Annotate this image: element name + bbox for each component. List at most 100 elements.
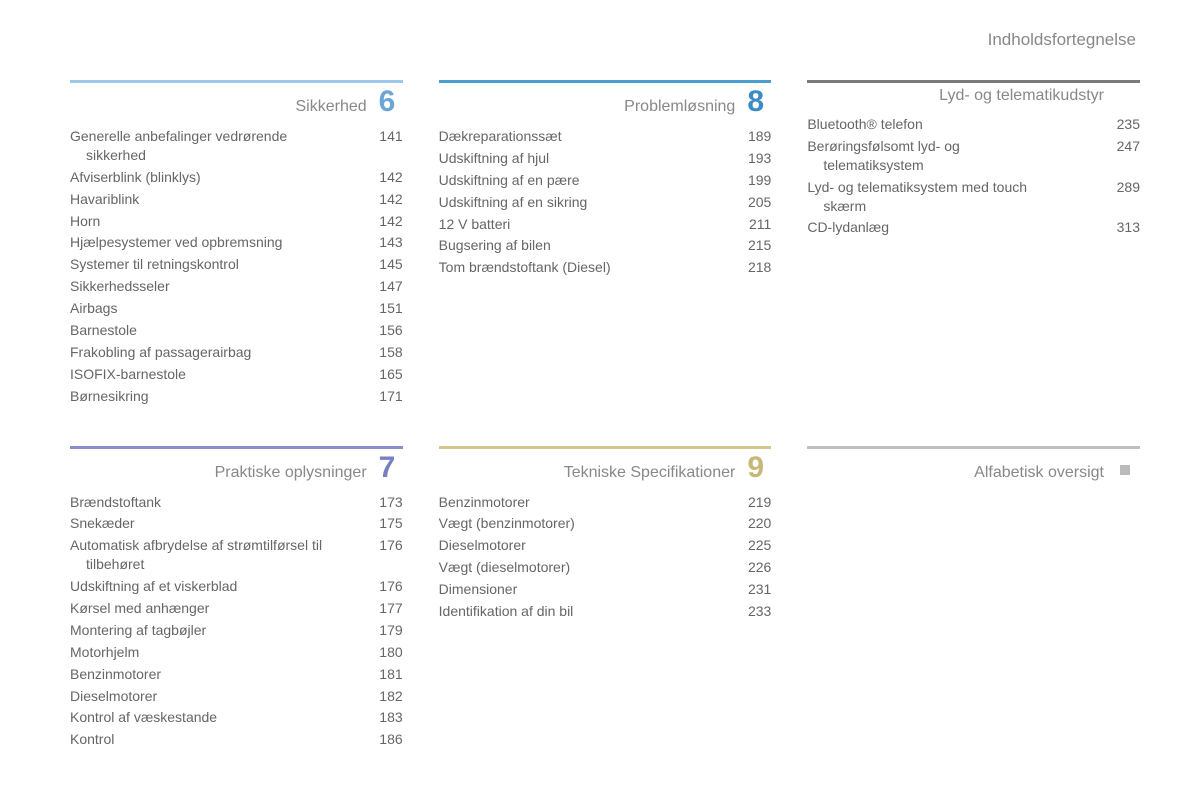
section-number (1116, 453, 1140, 483)
toc-entry[interactable]: Kørsel med anhænger177 (70, 599, 403, 618)
toc-entry[interactable]: Bluetooth® telefon235 (807, 115, 1140, 134)
entry-label: Airbags (70, 299, 361, 318)
entry-page: 235 (1098, 115, 1140, 134)
entry-label: Systemer til retningskontrol (70, 255, 361, 274)
toc-entry[interactable]: Identifikation af din bil233 (439, 602, 772, 621)
section-title: Sikkerhed (70, 98, 367, 116)
toc-entry[interactable]: Vægt (dieselmotorer)226 (439, 558, 772, 577)
toc-entry[interactable]: Montering af tagbøjler179 (70, 621, 403, 640)
toc-section-problemlosning: Problemløsning8Dækreparationssæt189Udski… (439, 80, 772, 406)
toc-entry[interactable]: Afviserblink (blinklys)142 (70, 168, 403, 187)
entry-page: 186 (361, 730, 403, 749)
toc-entry[interactable]: Berøringsfølsomt lyd- ogtelematiksystem2… (807, 137, 1140, 175)
toc-entry[interactable]: Kontrol186 (70, 730, 403, 749)
toc-grid: Sikkerhed6Generelle anbefalinger vedrøre… (70, 80, 1140, 749)
entry-label: Kontrol af væskestande (70, 708, 361, 727)
entry-page: 179 (361, 621, 403, 640)
toc-entry[interactable]: Generelle anbefalinger vedrørendesikkerh… (70, 127, 403, 165)
entry-label: Horn (70, 212, 361, 231)
section-header: Alfabetisk oversigt (807, 446, 1140, 483)
entries-list: Benzinmotorer219 Vægt (benzinmotorer)220 D… (439, 493, 772, 621)
entry-label: Identifikation af din bil (439, 602, 730, 621)
toc-entry[interactable]: Dieselmotorer225 (439, 536, 772, 555)
entry-label: 12 V batteri (439, 215, 730, 234)
section-title: Lyd- og telematikudstyr (807, 87, 1104, 105)
toc-entry[interactable]: Sikkerhedsseler147 (70, 277, 403, 296)
entry-label: Lyd- og telematiksystem med touchskærm (807, 178, 1098, 216)
entry-page: 175 (361, 514, 403, 533)
entry-label: Vægt (benzinmotorer) (439, 514, 730, 533)
entry-label: Børnesikring (70, 387, 361, 406)
toc-entry[interactable]: Horn142 (70, 212, 403, 231)
toc-entry[interactable]: Tom brændstoftank (Diesel)218 (439, 258, 772, 277)
toc-entry[interactable]: Motorhjelm180 (70, 643, 403, 662)
toc-entry[interactable]: Udskiftning af hjul193 (439, 149, 772, 168)
entry-page: 313 (1098, 218, 1140, 237)
entry-label: Montering af tagbøjler (70, 621, 361, 640)
entry-page: 176 (361, 536, 403, 555)
toc-entry[interactable]: CD-lydanlæg313 (807, 218, 1140, 237)
entry-page: 177 (361, 599, 403, 618)
entry-page: 141 (361, 127, 403, 146)
entry-label: Havariblink (70, 190, 361, 209)
entry-label: Snekæder (70, 514, 361, 533)
toc-entry[interactable]: Benzinmotorer219 (439, 493, 772, 512)
entry-page: 289 (1098, 178, 1140, 197)
entry-label: Udskiftning af et viskerblad (70, 577, 361, 596)
entry-label: Dieselmotorer (70, 687, 361, 706)
entry-page: 180 (361, 643, 403, 662)
toc-entry[interactable]: ISOFIX-barnestole165 (70, 365, 403, 384)
toc-entry[interactable]: Dækreparationssæt189 (439, 127, 772, 146)
entry-label: Kontrol (70, 730, 361, 749)
section-number: 7 (379, 453, 403, 483)
entry-label: CD-lydanlæg (807, 218, 1098, 237)
toc-entry[interactable]: Benzinmotorer181 (70, 665, 403, 684)
toc-entry[interactable]: Havariblink142 (70, 190, 403, 209)
toc-entry[interactable]: Brændstoftank173 (70, 493, 403, 512)
entry-label: Tom brændstoftank (Diesel) (439, 258, 730, 277)
entry-label: ISOFIX-barnestole (70, 365, 361, 384)
toc-entry[interactable]: Systemer til retningskontrol145 (70, 255, 403, 274)
entry-page: 156 (361, 321, 403, 340)
entry-page: 151 (361, 299, 403, 318)
toc-entry[interactable]: Udskiftning af en pære199 (439, 171, 772, 190)
toc-entry[interactable]: Hjælpesystemer ved opbremsning143 (70, 233, 403, 252)
toc-entry[interactable]: 12 V batteri211 (439, 215, 772, 234)
toc-entry[interactable]: Vægt (benzinmotorer)220 (439, 514, 772, 533)
toc-entry[interactable]: Bugsering af bilen215 (439, 236, 772, 255)
entry-page: 173 (361, 493, 403, 512)
toc-entry[interactable]: Kontrol af væskestande183 (70, 708, 403, 727)
section-title: Tekniske Specifikationer (439, 464, 736, 482)
toc-section-lyd-telematik: Lyd- og telematikudstyr Bluetooth® telefo… (807, 80, 1140, 406)
section-title: Praktiske oplysninger (70, 464, 367, 482)
entry-label: Hjælpesystemer ved opbremsning (70, 233, 361, 252)
toc-entry[interactable]: Børnesikring171 (70, 387, 403, 406)
toc-section-sikkerhed: Sikkerhed6Generelle anbefalinger vedrøre… (70, 80, 403, 406)
toc-entry[interactable]: Snekæder175 (70, 514, 403, 533)
entry-page: 215 (729, 236, 771, 255)
toc-entry[interactable]: Barnestole156 (70, 321, 403, 340)
toc-entry[interactable]: Udskiftning af et viskerblad176 (70, 577, 403, 596)
entry-page: 193 (729, 149, 771, 168)
entry-page: 205 (729, 193, 771, 212)
entry-page: 165 (361, 365, 403, 384)
entry-label: Barnestole (70, 321, 361, 340)
entry-label: Frakobling af passagerairbag (70, 343, 361, 362)
toc-entry[interactable]: Udskiftning af en sikring205 (439, 193, 772, 212)
entry-page: 231 (729, 580, 771, 599)
entries-list: Brændstoftank173 Snekæder175 Automatisk af… (70, 493, 403, 750)
entry-label: Kørsel med anhænger (70, 599, 361, 618)
toc-entry[interactable]: Automatisk afbrydelse af strømtilførsel … (70, 536, 403, 574)
toc-entry[interactable]: Dieselmotorer182 (70, 687, 403, 706)
entry-page: 181 (361, 665, 403, 684)
toc-entry[interactable]: Lyd- og telematiksystem med touchskærm28… (807, 178, 1140, 216)
toc-entry[interactable]: Frakobling af passagerairbag158 (70, 343, 403, 362)
section-title: Problemløsning (439, 98, 736, 116)
section-number: 9 (747, 453, 771, 483)
entry-label: Generelle anbefalinger vedrørendesikkerh… (70, 127, 361, 165)
entry-page: 219 (729, 493, 771, 512)
entries-list: Dækreparationssæt189 Udskiftning af hjul1… (439, 127, 772, 277)
entry-page: 145 (361, 255, 403, 274)
toc-entry[interactable]: Airbags151 (70, 299, 403, 318)
toc-entry[interactable]: Dimensioner231 (439, 580, 772, 599)
